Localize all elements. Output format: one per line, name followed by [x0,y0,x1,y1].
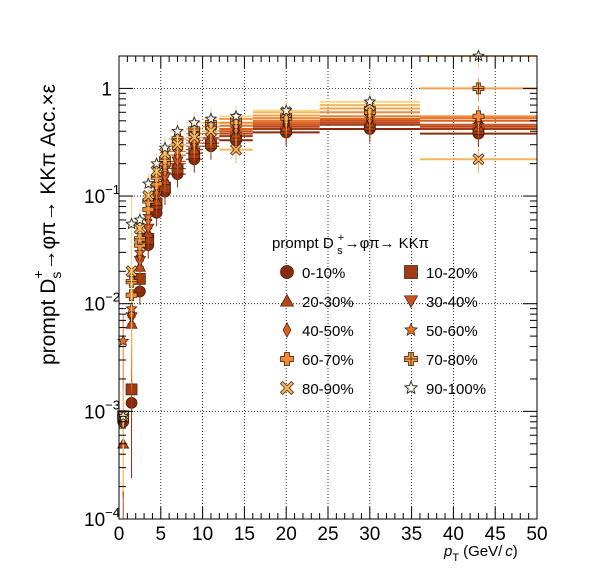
data-point [230,143,243,156]
legend-marker [279,293,295,307]
legend-entry: 80-90% [280,381,354,398]
x-tick-label: 0 [114,524,125,545]
x-tick-label: 25 [317,524,338,545]
x-tick-label: 35 [401,524,422,545]
x-tick-label: 45 [485,524,506,545]
data-point [171,124,184,137]
legend-entry: 20-30% [279,293,354,311]
data-point [125,217,138,230]
data-point [472,153,485,166]
legend-entry: 70-80% [404,352,478,369]
data-point [158,141,172,154]
data-point [187,116,201,129]
legend-marker [282,322,292,338]
legend-marker [404,265,418,279]
legend-marker [280,352,294,366]
y-tick-label: 10−1 [84,182,120,208]
data-point [188,131,201,144]
legend-entry: 30-40% [403,294,478,311]
x-tick-label: 40 [443,524,464,545]
axis-ticks [118,55,538,520]
x-tick-labels: 0 5 10 15 20 25 30 35 40 45 50 [114,524,548,545]
legend: prompt D + s →φπ→ KKπ 0-10% 10-20% 20-30% 30-4… [272,232,486,398]
legend-label: 10-20% [426,265,478,282]
legend-label: 0-10% [302,265,345,282]
data-point [150,156,163,170]
x-tick-label: 20 [276,524,297,545]
legend-entry: 60-70% [280,352,354,369]
y-tick-label: 10−3 [84,397,120,423]
y-tick-label: 1 [101,79,112,100]
legend-label: 90-100% [426,381,486,398]
legend-title: prompt D + s →φπ→ KKπ [272,232,429,257]
x-axis-title: pT (GeV/c) [443,543,518,564]
legend-entry: 90-100% [403,380,486,398]
legend-label: 40-50% [302,323,354,340]
legend-label: 80-90% [302,381,354,398]
data-point [133,213,147,226]
legend-entry: 40-50% [282,322,354,340]
legend-label: 20-30% [302,294,354,311]
data-point [229,109,243,122]
legend-entry: 0-10% [280,265,345,282]
legend-label: 50-60% [426,323,478,340]
y-tick-label: 10−4 [84,505,120,531]
legend-label: 70-80% [426,352,478,369]
data-series [116,49,537,519]
legend-marker [280,381,294,395]
legend-marker [280,265,294,279]
legend-marker [403,295,419,309]
data-point [279,104,293,117]
series-50-60% [117,105,537,417]
x-tick-label: 30 [359,524,380,545]
x-tick-label: 10 [192,524,213,545]
legend-marker [403,322,419,336]
data-point [141,177,155,190]
legend-label: 60-70% [302,352,354,369]
data-point [204,112,218,125]
y-tick-label: 10−2 [84,290,120,316]
legend-label: 30-40% [426,294,478,311]
y-tick-labels: 10−4 10−3 10−2 10−1 1 [84,79,120,531]
legend-entry: 10-20% [404,265,478,282]
x-tick-label: 15 [234,524,255,545]
x-tick-label: 5 [156,524,167,545]
data-point [363,95,377,108]
y-axis-title: prompt Ds+→φπ→ KKπ Acc.×ε [30,84,64,365]
legend-marker [403,380,419,395]
data-point [472,110,485,123]
legend-entry: 50-60% [403,322,478,340]
x-tick-label: 50 [526,524,547,545]
